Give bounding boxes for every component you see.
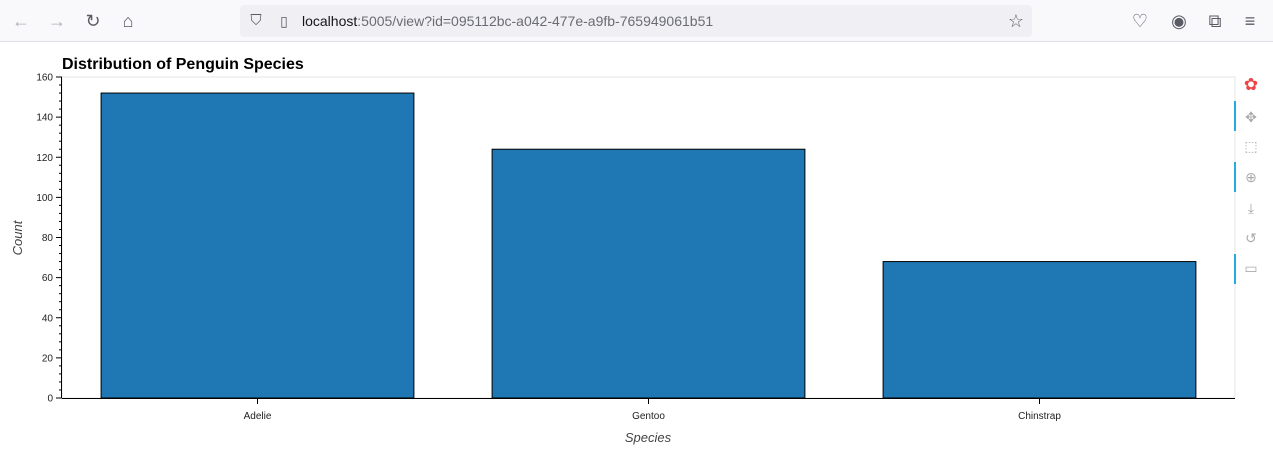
back-icon[interactable]: ← <box>12 11 30 31</box>
bar-chinstrap <box>882 261 1197 399</box>
reset-icon[interactable]: ↺ <box>1245 230 1257 246</box>
reload-icon[interactable]: ↻ <box>85 11 101 31</box>
bokeh-logo[interactable]: ✿ <box>1243 75 1259 94</box>
page-icon: ▯ <box>280 13 288 29</box>
box-zoom-icon[interactable]: ⬚ <box>1244 138 1258 154</box>
x-tick-label: Gentoo <box>632 411 665 422</box>
url-host: localhost <box>302 13 358 29</box>
bookmark-star-icon[interactable]: ☆ <box>1007 11 1025 31</box>
y-tick-label: 80 <box>42 233 54 244</box>
pocket-icon[interactable]: ♡ <box>1131 11 1149 31</box>
x-axis-label: Species <box>625 430 672 445</box>
pan-icon[interactable]: ✥ <box>1245 109 1257 125</box>
hover-icon[interactable]: ▭ <box>1244 260 1258 276</box>
save-icon[interactable]: ⤓ <box>1247 200 1255 216</box>
y-tick-label: 160 <box>36 73 53 84</box>
forward-icon[interactable]: → <box>48 11 66 31</box>
bar-adelie <box>100 92 415 399</box>
y-tick-label: 0 <box>47 394 53 405</box>
bar-chart: Distribution of Penguin Species Adelie Ge… <box>10 56 1236 445</box>
home-icon[interactable]: ⌂ <box>122 11 134 31</box>
y-tick-label: 20 <box>42 353 54 364</box>
y-tick-label: 100 <box>36 193 53 204</box>
y-tick-label: 120 <box>36 153 53 164</box>
wheel-zoom-icon[interactable]: ⊕ <box>1245 169 1257 185</box>
url-bar[interactable]: ⛉ ▯ localhost:5005/view?id=095112bc-a042… <box>240 5 1032 37</box>
browser-toolbar: ← → ↻ ⌂ ⛉ ▯ localhost:5005/view?id=09511… <box>0 0 1273 42</box>
x-tick-label: Adelie <box>244 411 272 422</box>
y-tick-label: 40 <box>42 313 54 324</box>
x-tick-label: Chinstrap <box>1018 411 1061 422</box>
extensions-icon[interactable]: ⧉ <box>1208 11 1222 31</box>
bar-gentoo <box>491 148 806 399</box>
url-path: :5005/view?id=095112bc-a042-477e-a9fb-76… <box>357 13 714 29</box>
account-icon[interactable]: ◉ <box>1171 11 1187 31</box>
menu-icon[interactable]: ≡ <box>1244 11 1256 31</box>
shield-icon[interactable]: ⛉ <box>250 12 262 29</box>
y-tick-label: 140 <box>36 113 53 124</box>
y-axis-label: Count <box>10 219 25 255</box>
chart-title: Distribution of Penguin Species <box>62 56 304 73</box>
y-tick-label: 60 <box>42 273 54 284</box>
